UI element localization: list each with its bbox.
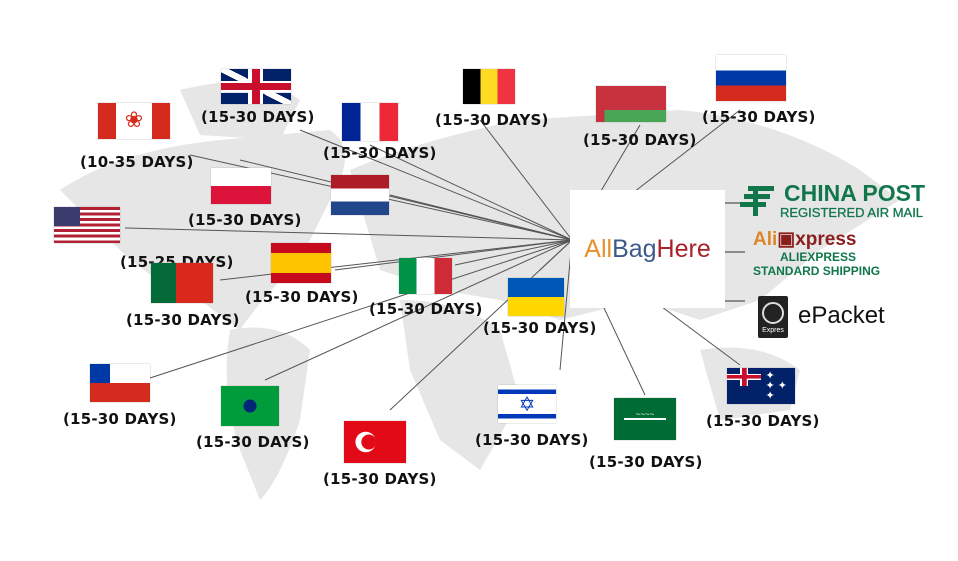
- delivery-time-ukraine: (15-30 DAYS): [483, 319, 597, 337]
- flag-portugal-icon: [151, 263, 213, 303]
- aliexpress-line1: ALIEXPRESS: [780, 250, 857, 264]
- delivery-time-russia: (15-30 DAYS): [702, 108, 816, 126]
- allbaghere-logo: All Bag Here: [570, 190, 725, 308]
- flag-israel-icon: ✡: [498, 385, 556, 423]
- flag-australia-icon: ✦ ✦ ✦ ✦: [727, 368, 795, 404]
- connector-line-poland: [239, 159, 573, 241]
- connector-line-brazil: [264, 239, 573, 381]
- delivery-time-france: (15-30 DAYS): [323, 144, 437, 162]
- logo-part: Bag: [612, 234, 657, 263]
- flag-italy-icon: [399, 258, 452, 294]
- flag-poland-icon: [211, 168, 271, 204]
- logo-part: All: [584, 234, 613, 263]
- epacket-title: ePacket: [798, 302, 885, 329]
- connector-line-italy: [454, 239, 573, 266]
- connector-line-chile: [149, 239, 573, 379]
- aliexpress-logo-xpress: xpress: [795, 229, 857, 250]
- flag-canada-icon: ❀: [98, 103, 170, 139]
- logo-part: Here: [656, 234, 711, 263]
- flag-saudi-arabia-icon: ~~~~: [614, 398, 676, 440]
- epacket-badge-icon: Expres: [758, 296, 788, 338]
- aliexpress-line2: STANDARD SHIPPING: [753, 264, 881, 278]
- flag-uk-icon: [221, 69, 291, 104]
- connector-line-uk: [299, 129, 573, 241]
- connector-line-turkey: [389, 239, 573, 411]
- epacket-badge-text: Expres: [762, 327, 784, 334]
- china-post-icon: [740, 186, 774, 216]
- cart-icon: ▣: [777, 229, 796, 250]
- delivery-time-chile: (15-30 DAYS): [63, 410, 177, 428]
- connector-line-france: [369, 144, 573, 241]
- flag-belarus-icon: [596, 86, 666, 122]
- china-post-subtitle: REGISTERED AIR MAIL: [780, 205, 924, 220]
- delivery-time-portugal: (15-30 DAYS): [126, 311, 240, 329]
- flag-belgium-icon: [463, 69, 515, 104]
- delivery-time-brazil: (15-30 DAYS): [196, 433, 310, 451]
- delivery-time-belarus: (15-30 DAYS): [583, 131, 697, 149]
- delivery-time-israel: (15-30 DAYS): [475, 431, 589, 449]
- flag-spain-icon: [271, 243, 331, 283]
- delivery-time-saudi-arabia: (15-30 DAYS): [589, 453, 703, 471]
- delivery-time-belgium: (15-30 DAYS): [435, 111, 549, 129]
- delivery-time-canada: (10-35 DAYS): [80, 153, 194, 171]
- flag-usa-icon: [54, 207, 120, 243]
- delivery-time-uk: (15-30 DAYS): [201, 108, 315, 126]
- flag-russia-icon: [716, 55, 786, 101]
- flag-ukraine-icon: [508, 278, 564, 316]
- connector-line-belgium: [479, 119, 573, 241]
- flag-france-icon: [342, 103, 398, 141]
- delivery-time-australia: (15-30 DAYS): [706, 412, 820, 430]
- flag-netherlands-icon: [331, 175, 389, 215]
- flag-chile-icon: [90, 364, 150, 402]
- flag-brazil-icon: [221, 386, 279, 426]
- flag-turkey-icon: [344, 421, 406, 463]
- delivery-time-poland: (15-30 DAYS): [188, 211, 302, 229]
- connector-line-spain: [334, 239, 573, 271]
- aliexpress-logo-ali: Ali: [753, 229, 778, 250]
- connector-line-usa: [124, 227, 573, 241]
- delivery-time-spain: (15-30 DAYS): [245, 288, 359, 306]
- delivery-time-italy: (15-30 DAYS): [369, 300, 483, 318]
- connector-lines: [124, 109, 741, 411]
- china-post-title: CHINA POST: [784, 180, 925, 206]
- delivery-time-turkey: (15-30 DAYS): [323, 470, 437, 488]
